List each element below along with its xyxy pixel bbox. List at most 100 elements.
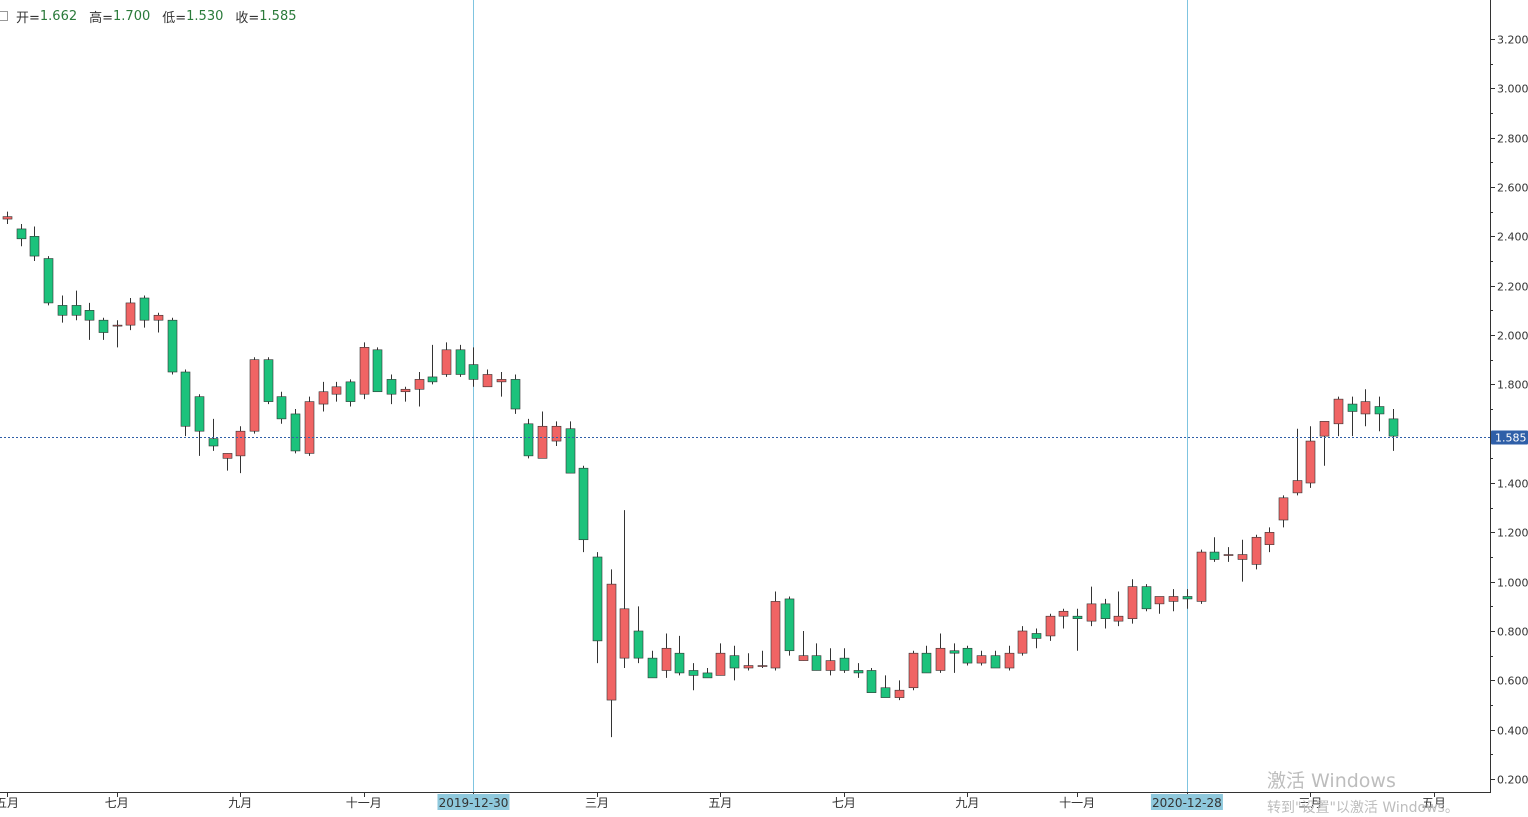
candle[interactable] [674,635,685,676]
candle[interactable] [372,347,383,393]
candle[interactable] [71,290,82,321]
candle[interactable] [962,645,973,666]
candle[interactable] [661,633,672,678]
candle[interactable] [565,421,576,474]
candle[interactable] [318,381,329,412]
candle[interactable] [482,369,493,388]
candle[interactable] [1347,396,1358,437]
candle[interactable] [743,653,754,671]
candle[interactable] [125,298,136,331]
candle[interactable] [139,295,150,328]
candle[interactable] [345,379,356,407]
candle[interactable] [1113,591,1124,627]
candle[interactable] [1237,539,1248,582]
candle[interactable] [702,668,713,679]
candle[interactable] [1278,495,1289,528]
candle[interactable] [839,648,850,673]
candle[interactable] [1168,589,1179,612]
candle[interactable] [1196,549,1207,604]
candle[interactable] [908,650,919,691]
toggle-square-icon[interactable] [0,11,8,21]
candle[interactable] [866,668,877,693]
candle[interactable] [263,357,274,405]
candle[interactable] [1100,598,1111,629]
candle[interactable] [1031,628,1042,649]
candle[interactable] [1319,421,1330,466]
candle[interactable] [468,347,479,387]
candle[interactable] [167,317,178,375]
candle[interactable] [2,211,13,224]
candle[interactable] [592,552,603,664]
candle[interactable] [43,256,54,306]
candle[interactable] [1374,396,1385,432]
candle[interactable] [427,344,438,385]
candle[interactable] [825,648,836,676]
candle[interactable] [331,381,342,402]
candle[interactable] [455,344,466,377]
candle[interactable] [276,391,287,424]
candle[interactable] [537,411,548,459]
candle[interactable] [606,569,617,738]
candle[interactable] [400,386,411,402]
candle[interactable] [715,643,726,676]
candle[interactable] [880,675,891,698]
candle[interactable] [57,295,68,323]
candle[interactable] [98,317,109,340]
candle[interactable] [798,631,809,661]
candle[interactable] [757,650,768,668]
candle[interactable] [1292,428,1303,496]
candle[interactable] [510,374,521,414]
candle[interactable] [1045,613,1056,641]
candle[interactable] [1223,547,1234,562]
candle[interactable] [386,374,397,405]
candle[interactable] [551,421,562,446]
candle[interactable] [1058,608,1069,629]
candle[interactable] [1017,626,1028,656]
candle[interactable] [770,591,781,671]
candle[interactable] [1333,396,1344,437]
candle[interactable] [1004,645,1015,671]
candle[interactable] [1388,409,1399,451]
candle[interactable] [1154,596,1165,614]
candle[interactable] [921,645,932,674]
candle[interactable] [194,394,205,456]
candle[interactable] [688,663,699,691]
candle[interactable] [1305,426,1316,488]
candle[interactable] [647,650,658,679]
candle[interactable] [1086,586,1097,627]
candle[interactable] [1209,537,1220,562]
candle[interactable] [619,510,630,668]
candle[interactable] [523,418,534,459]
candle[interactable] [222,453,233,471]
candle[interactable] [1264,527,1275,553]
candle[interactable] [578,465,589,553]
candle[interactable] [729,645,740,681]
candle[interactable] [633,606,644,664]
candle[interactable] [1072,608,1083,651]
candle[interactable] [949,643,960,673]
candle[interactable] [1182,589,1193,609]
candle[interactable] [990,650,1001,669]
candle[interactable] [894,680,905,701]
candle[interactable] [29,226,40,261]
candle[interactable] [414,372,425,407]
candle[interactable] [935,633,946,673]
candle[interactable] [359,342,370,400]
candle[interactable] [811,643,822,671]
candle[interactable] [112,320,123,348]
candle[interactable] [1251,534,1262,570]
candle[interactable] [496,372,507,397]
candle[interactable] [208,418,219,451]
candle[interactable] [1360,389,1371,427]
candle[interactable] [1127,579,1138,624]
candle[interactable] [16,224,27,247]
candle[interactable] [304,396,315,456]
candle[interactable] [180,369,191,437]
candle[interactable] [249,357,260,434]
candle[interactable] [441,342,452,377]
candle[interactable] [153,312,164,333]
candle[interactable] [235,426,246,474]
candle[interactable] [290,409,301,454]
candle[interactable] [976,650,987,666]
